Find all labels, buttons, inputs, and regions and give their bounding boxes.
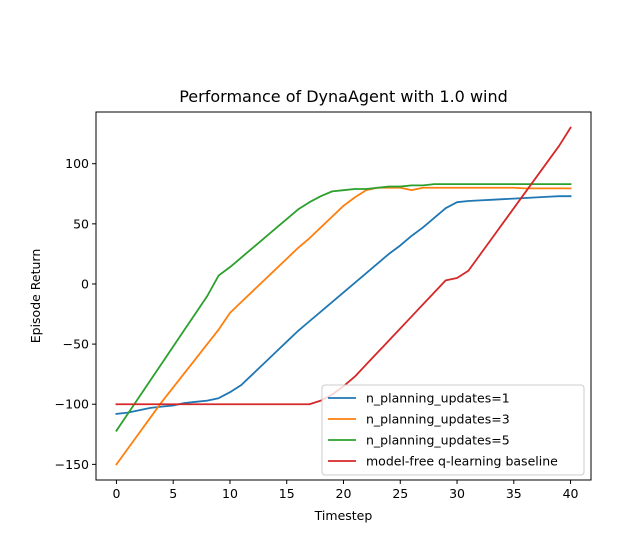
x-tick-label: 10 xyxy=(222,486,238,501)
x-tick-label: 25 xyxy=(392,486,408,501)
x-tick-label: 15 xyxy=(279,486,295,501)
x-tick-label: 30 xyxy=(449,486,465,501)
x-tick-label: 5 xyxy=(169,486,177,501)
series-line-2 xyxy=(115,186,572,466)
series-line-3 xyxy=(115,183,572,432)
y-tick-label: 0 xyxy=(81,276,89,291)
x-tick-label: 40 xyxy=(563,486,579,501)
y-axis-label: Episode Return xyxy=(28,249,43,344)
y-tick-label: 50 xyxy=(73,216,89,231)
y-tick-label: −150 xyxy=(55,457,89,472)
y-tick-label: −50 xyxy=(63,337,89,352)
legend-label-2: n_planning_updates=3 xyxy=(366,412,510,427)
series-line-1 xyxy=(115,195,572,415)
x-axis-label: Timestep xyxy=(314,508,373,523)
y-tick-label: 100 xyxy=(65,156,89,171)
legend-label-3: n_planning_updates=5 xyxy=(366,433,510,448)
x-tick-label: 35 xyxy=(506,486,522,501)
x-axis-ticks: 0 5 10 15 20 25 30 35 40 xyxy=(112,480,579,501)
chart-title: Performance of DynaAgent with 1.0 wind xyxy=(179,87,508,106)
y-tick-label: −100 xyxy=(55,397,89,412)
legend-label-4: model-free q-learning baseline xyxy=(366,454,558,469)
legend-box xyxy=(321,384,585,476)
y-axis-ticks: −150 −100 −50 0 50 100 xyxy=(55,156,96,472)
legend-label-1: n_planning_updates=1 xyxy=(366,391,510,406)
x-tick-label: 0 xyxy=(112,486,120,501)
x-tick-label: 20 xyxy=(336,486,352,501)
legend: n_planning_updates=1 n_planning_updates=3… xyxy=(321,384,585,476)
